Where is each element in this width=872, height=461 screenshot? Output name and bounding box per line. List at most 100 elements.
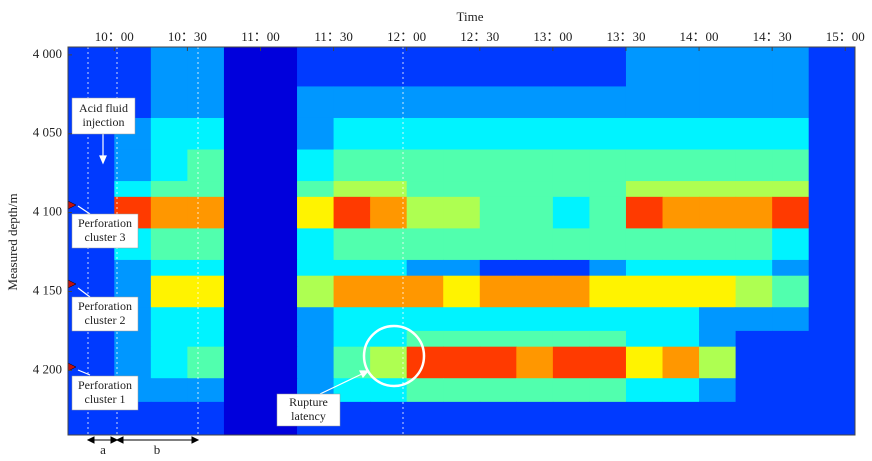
heatmap-cell <box>151 307 188 331</box>
heatmap-cell <box>589 347 626 379</box>
heatmap-cell <box>224 86 261 118</box>
annotation-text: cluster 3 <box>85 230 126 244</box>
heatmap-cell <box>772 307 809 331</box>
heatmap-cell <box>151 331 188 347</box>
heatmap-cell <box>297 276 334 308</box>
x-tick-label: 12：00 <box>387 29 426 44</box>
heatmap-cell <box>224 47 261 87</box>
heatmap-cell <box>187 378 224 402</box>
x-tick-label: 13：30 <box>606 29 645 44</box>
y-tick-label: 4 050 <box>33 125 62 140</box>
heatmap-cell <box>480 378 517 402</box>
heatmap-cell <box>370 228 407 260</box>
heatmap-cell <box>260 331 297 347</box>
heatmap-cell <box>151 86 188 118</box>
heatmap-cell <box>589 47 626 87</box>
heatmap-cell <box>114 260 151 276</box>
heatmap-cell <box>626 228 663 260</box>
heatmap-cell <box>516 150 553 182</box>
annotation-text: Perforation <box>78 299 132 313</box>
annotation: Perforationcluster 2 <box>72 297 138 331</box>
heatmap-cell <box>589 331 626 347</box>
heatmap-cell <box>699 276 736 308</box>
heatmap-cell <box>443 307 480 331</box>
heatmap-cell <box>370 150 407 182</box>
heatmap-cell <box>334 181 371 197</box>
heatmap-cell <box>809 307 856 331</box>
heatmap-cell <box>443 197 480 229</box>
heatmap-cell <box>187 331 224 347</box>
heatmap-cell <box>516 331 553 347</box>
x-tick-label: 11：00 <box>241 29 280 44</box>
heatmap-cell <box>772 181 809 197</box>
heatmap-cell <box>663 307 700 331</box>
heatmap-cell <box>480 228 517 260</box>
heatmap-cell <box>260 181 297 197</box>
heatmap-cell <box>407 347 444 379</box>
heatmap-cell <box>187 260 224 276</box>
interval-label: a <box>100 442 106 456</box>
heatmap-cell <box>553 307 590 331</box>
heatmap-cell <box>809 402 856 436</box>
heatmap-cell <box>480 181 517 197</box>
heatmap-cell <box>772 347 809 379</box>
heatmap-cell <box>553 347 590 379</box>
heatmap-cell <box>736 86 773 118</box>
heatmap-cell <box>443 86 480 118</box>
annotation-text: Perforation <box>78 216 132 230</box>
heatmap-cell <box>187 197 224 229</box>
heatmap-cell <box>443 276 480 308</box>
heatmap-cell <box>480 402 517 436</box>
heatmap-cell <box>589 228 626 260</box>
heatmap-cell <box>224 181 261 197</box>
heatmap-cell <box>553 228 590 260</box>
heatmap-cell <box>443 118 480 150</box>
heatmap-cell <box>187 181 224 197</box>
annotation: Perforationcluster 1 <box>72 376 138 410</box>
heatmap-cell <box>151 228 188 260</box>
heatmap-cell <box>370 276 407 308</box>
annotation-text: Rupture <box>289 395 328 409</box>
heatmap-cell <box>297 347 334 379</box>
x-axis-label: Time <box>457 9 484 24</box>
heatmap-cell <box>809 276 856 308</box>
heatmap-cell <box>370 47 407 87</box>
heatmap-cell <box>151 118 188 150</box>
heatmap-cell <box>626 86 663 118</box>
heatmap-cell <box>736 260 773 276</box>
interval-label: b <box>154 442 161 456</box>
heatmap-cell <box>772 378 809 402</box>
heatmap-cell <box>68 260 115 276</box>
heatmap-cell <box>553 197 590 229</box>
heatmap-cell <box>699 378 736 402</box>
heatmap-cell <box>589 197 626 229</box>
heatmap-cell <box>370 197 407 229</box>
heatmap-cell <box>224 118 261 150</box>
heatmap-cell <box>407 47 444 87</box>
heatmap-cell <box>260 150 297 182</box>
annotation-text: cluster 2 <box>85 313 126 327</box>
heatmap-cell <box>187 402 224 436</box>
heatmap-cell <box>809 150 856 182</box>
heatmap-cell <box>553 47 590 87</box>
heatmap-cell <box>772 331 809 347</box>
annotation-text: Perforation <box>78 378 132 392</box>
heatmap-cell <box>589 181 626 197</box>
heatmap-cell <box>663 150 700 182</box>
x-tick-label: 12：30 <box>460 29 499 44</box>
heatmap-cell <box>809 331 856 347</box>
heatmap-cell <box>370 378 407 402</box>
heatmap-cell <box>297 331 334 347</box>
heatmap-cell <box>626 307 663 331</box>
heatmap-cell <box>407 402 444 436</box>
heatmap-cell <box>187 47 224 87</box>
heatmap-cell <box>334 260 371 276</box>
heatmap-cell <box>480 276 517 308</box>
heatmap-cell <box>224 347 261 379</box>
heatmap-cell <box>626 197 663 229</box>
heatmap-cell <box>589 276 626 308</box>
heatmap <box>68 47 856 436</box>
chart: Time Measured depth/m Acid fluidinjectio… <box>0 0 872 456</box>
heatmap-cell <box>809 260 856 276</box>
heatmap-cell <box>407 260 444 276</box>
